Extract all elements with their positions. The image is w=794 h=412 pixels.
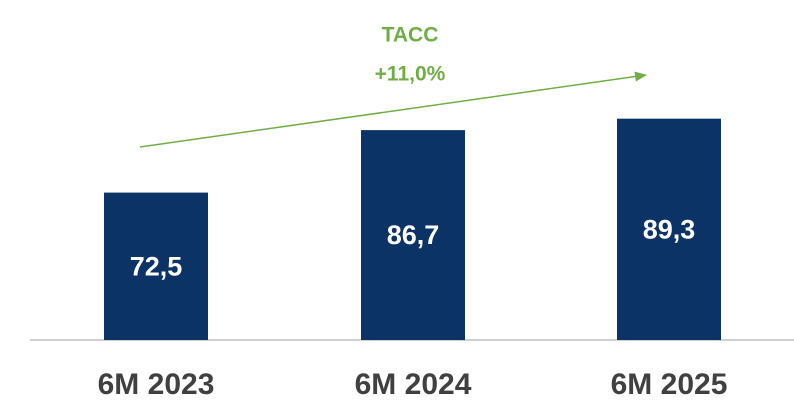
annotation: +11,0% <box>375 63 446 86</box>
bar <box>104 192 208 340</box>
trend-arrow <box>139 71 647 148</box>
bar <box>361 130 465 340</box>
x-tick-label: 6M 2023 <box>98 368 215 401</box>
value-label: 72,5 <box>130 251 183 281</box>
value-label: 89,3 <box>643 214 696 244</box>
x-tick-label: 6M 2025 <box>611 368 728 401</box>
annotation: TACC <box>382 24 439 47</box>
bar <box>617 118 721 341</box>
x-tick-label: 6M 2024 <box>355 368 472 401</box>
value-label: 86,7 <box>387 220 440 250</box>
